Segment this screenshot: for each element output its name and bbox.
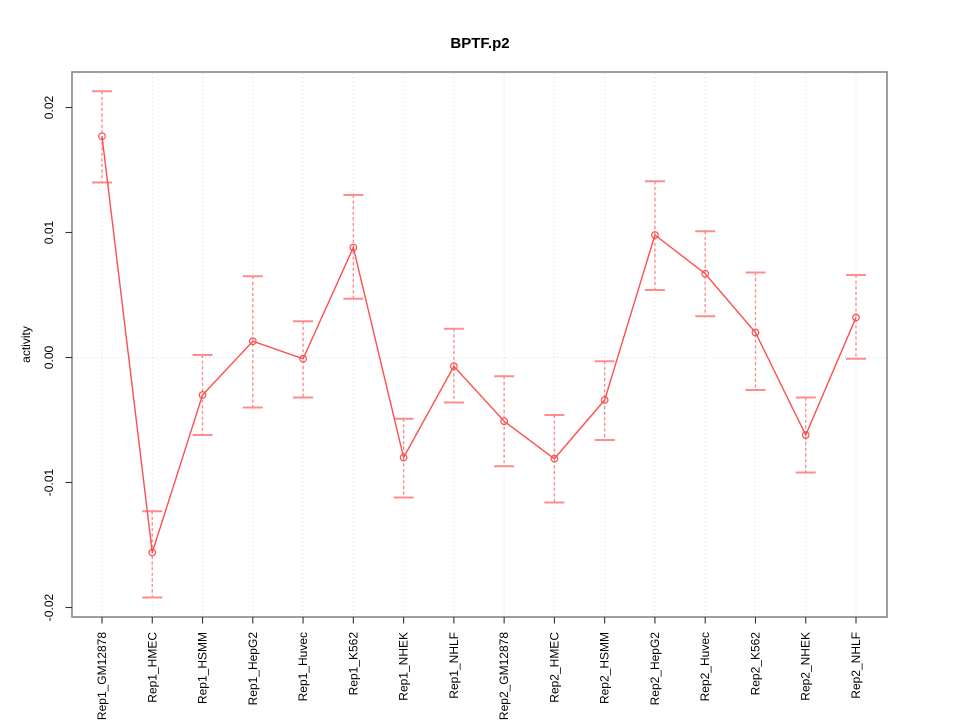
data-point [449, 362, 458, 371]
x-tick-label: Rep1_NHEK [397, 632, 411, 701]
x-tick-label: Rep2_HepG2 [648, 632, 662, 706]
y-tick-label: 0.00 [42, 345, 56, 369]
y-tick-label: -0.01 [42, 469, 56, 497]
data-point [299, 354, 307, 363]
x-tick-label: Rep1_GM12878 [95, 632, 109, 720]
chart-title: BPTF.p2 [450, 35, 509, 52]
x-tick-label: Rep2_GM12878 [497, 632, 511, 720]
x-tick-label: Rep2_NHLF [849, 632, 863, 699]
data-point [248, 337, 257, 346]
x-tick-label: Rep1_HSMM [196, 632, 210, 704]
x-tick-label: Rep1_HMEC [145, 632, 159, 703]
plot-border [71, 71, 888, 618]
data-point [198, 391, 207, 399]
x-tick-label: Rep1_NHLF [447, 632, 461, 699]
y-tick-label: 0.02 [42, 95, 56, 119]
data-point [500, 417, 509, 426]
data-point [651, 231, 659, 239]
x-tick-label: Rep2_Huvec [698, 632, 712, 701]
data-line [101, 136, 857, 553]
data-point [801, 431, 810, 439]
data-point [349, 243, 358, 252]
x-tick-label: Rep2_NHEK [799, 632, 813, 701]
data-point [852, 313, 860, 322]
data-point [550, 454, 559, 463]
x-tick-label: Rep2_HSMM [598, 632, 612, 704]
x-tick-label: Rep2_HMEC [547, 632, 561, 703]
data-point [399, 453, 408, 462]
x-tick-label: Rep1_HepG2 [246, 632, 260, 706]
y-axis-label: activity [19, 326, 33, 363]
data-point [600, 396, 609, 404]
data-point [148, 548, 157, 557]
data-point [98, 132, 106, 141]
x-tick-label: Rep1_Huvec [296, 632, 310, 701]
x-tick-label: Rep1_K562 [346, 632, 360, 696]
x-tick-label: Rep2_K562 [748, 632, 762, 696]
data-point [701, 269, 710, 278]
data-point [751, 328, 760, 337]
y-tick-label: -0.02 [42, 594, 56, 622]
plot-root: -0.02 -0.01 0.00 0.01 0.02 Rep1_GM12878 Rep1_H… [42, 71, 888, 720]
y-tick-label: 0.01 [42, 220, 56, 244]
